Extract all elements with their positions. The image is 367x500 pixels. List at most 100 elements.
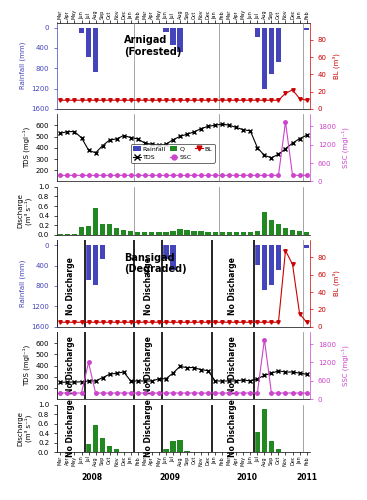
Y-axis label: Discharge
(m³ s⁻¹): Discharge (m³ s⁻¹) (18, 194, 32, 228)
Bar (65, 234, 70, 235)
Bar (93, 425, 98, 452)
Bar (269, 440, 274, 452)
Bar (79, 246, 84, 254)
Text: 2009: 2009 (159, 472, 180, 482)
Bar (255, 432, 260, 452)
Bar (135, 232, 141, 235)
Bar (212, 404, 254, 452)
Bar (134, 240, 162, 326)
Legend: Rainfall, TDS, Q, SSC, BL: Rainfall, TDS, Q, SSC, BL (131, 144, 215, 163)
Y-axis label: SSC (mgl⁻¹): SSC (mgl⁻¹) (341, 345, 349, 386)
Bar (177, 28, 183, 52)
Bar (163, 246, 168, 260)
Bar (262, 28, 267, 88)
Bar (170, 231, 175, 235)
Bar (134, 404, 162, 452)
Text: 2010: 2010 (236, 472, 257, 482)
Bar (255, 28, 260, 37)
Text: No Discharge: No Discharge (66, 400, 76, 458)
Bar (283, 228, 288, 235)
Text: Bansigad
(Degraded): Bansigad (Degraded) (124, 253, 186, 274)
Bar (163, 28, 168, 32)
Bar (269, 246, 274, 285)
Text: Arnigad
(Forested): Arnigad (Forested) (124, 35, 181, 57)
Text: No Discharge: No Discharge (144, 257, 153, 315)
Bar (212, 240, 254, 326)
Bar (86, 444, 91, 452)
Bar (100, 224, 105, 235)
Text: No Discharge: No Discharge (144, 400, 153, 458)
Bar (248, 246, 253, 250)
Text: No Discharge: No Discharge (144, 336, 153, 394)
Bar (276, 448, 281, 452)
Bar (212, 332, 254, 399)
Text: No Discharge: No Discharge (66, 257, 76, 315)
Bar (212, 232, 218, 235)
Bar (276, 224, 281, 235)
Bar (107, 446, 112, 452)
Bar (184, 230, 190, 235)
Bar (304, 246, 309, 248)
Bar (262, 246, 267, 290)
Bar (304, 232, 309, 235)
Bar (149, 232, 155, 235)
Bar (192, 231, 197, 235)
Bar (290, 230, 295, 235)
Bar (177, 229, 183, 235)
Text: 2008: 2008 (81, 472, 103, 482)
Y-axis label: SSC (mgl⁻¹): SSC (mgl⁻¹) (341, 128, 349, 168)
Bar (262, 212, 267, 235)
Bar (184, 450, 190, 452)
Bar (100, 438, 105, 452)
Bar (86, 28, 91, 57)
Y-axis label: Discharge
(m³ s⁻¹): Discharge (m³ s⁻¹) (18, 411, 32, 446)
Bar (79, 226, 84, 235)
Bar (107, 224, 112, 235)
Bar (241, 232, 246, 235)
Bar (121, 230, 126, 235)
Y-axis label: BL (m³): BL (m³) (332, 53, 340, 78)
Y-axis label: Rainfall (mm): Rainfall (mm) (19, 42, 26, 90)
Bar (276, 28, 281, 62)
Text: No Discharge: No Discharge (228, 400, 237, 458)
Bar (114, 449, 119, 452)
Bar (276, 246, 281, 270)
Y-axis label: Rainfall (mm): Rainfall (mm) (19, 260, 26, 307)
Bar (93, 246, 98, 285)
Bar (57, 332, 85, 399)
Y-axis label: BL (m³): BL (m³) (332, 270, 340, 296)
Bar (269, 220, 274, 235)
Bar (156, 232, 161, 235)
Bar (93, 28, 98, 72)
Bar (114, 228, 119, 235)
Bar (170, 28, 175, 45)
Bar (255, 246, 260, 264)
Bar (199, 232, 204, 235)
Bar (163, 448, 168, 452)
Text: No Discharge: No Discharge (66, 336, 76, 394)
Bar (128, 231, 133, 235)
Bar (248, 232, 253, 235)
Bar (86, 246, 91, 280)
Bar (134, 332, 162, 399)
Y-axis label: TDS (mgl⁻¹): TDS (mgl⁻¹) (23, 127, 30, 168)
Bar (86, 226, 91, 235)
Bar (226, 232, 232, 235)
Bar (58, 234, 63, 235)
Bar (219, 232, 225, 235)
Bar (100, 246, 105, 260)
Bar (57, 240, 85, 326)
Bar (93, 208, 98, 235)
Bar (262, 410, 267, 453)
Bar (142, 232, 148, 235)
Bar (177, 440, 183, 452)
Bar (163, 232, 168, 235)
Y-axis label: TDS (mgl⁻¹): TDS (mgl⁻¹) (23, 345, 30, 386)
Bar (206, 232, 211, 235)
Bar (72, 234, 77, 235)
Text: No Discharge: No Discharge (228, 336, 237, 394)
Text: 2011: 2011 (296, 472, 317, 482)
Bar (234, 232, 239, 235)
Bar (79, 28, 84, 32)
Bar (269, 28, 274, 74)
